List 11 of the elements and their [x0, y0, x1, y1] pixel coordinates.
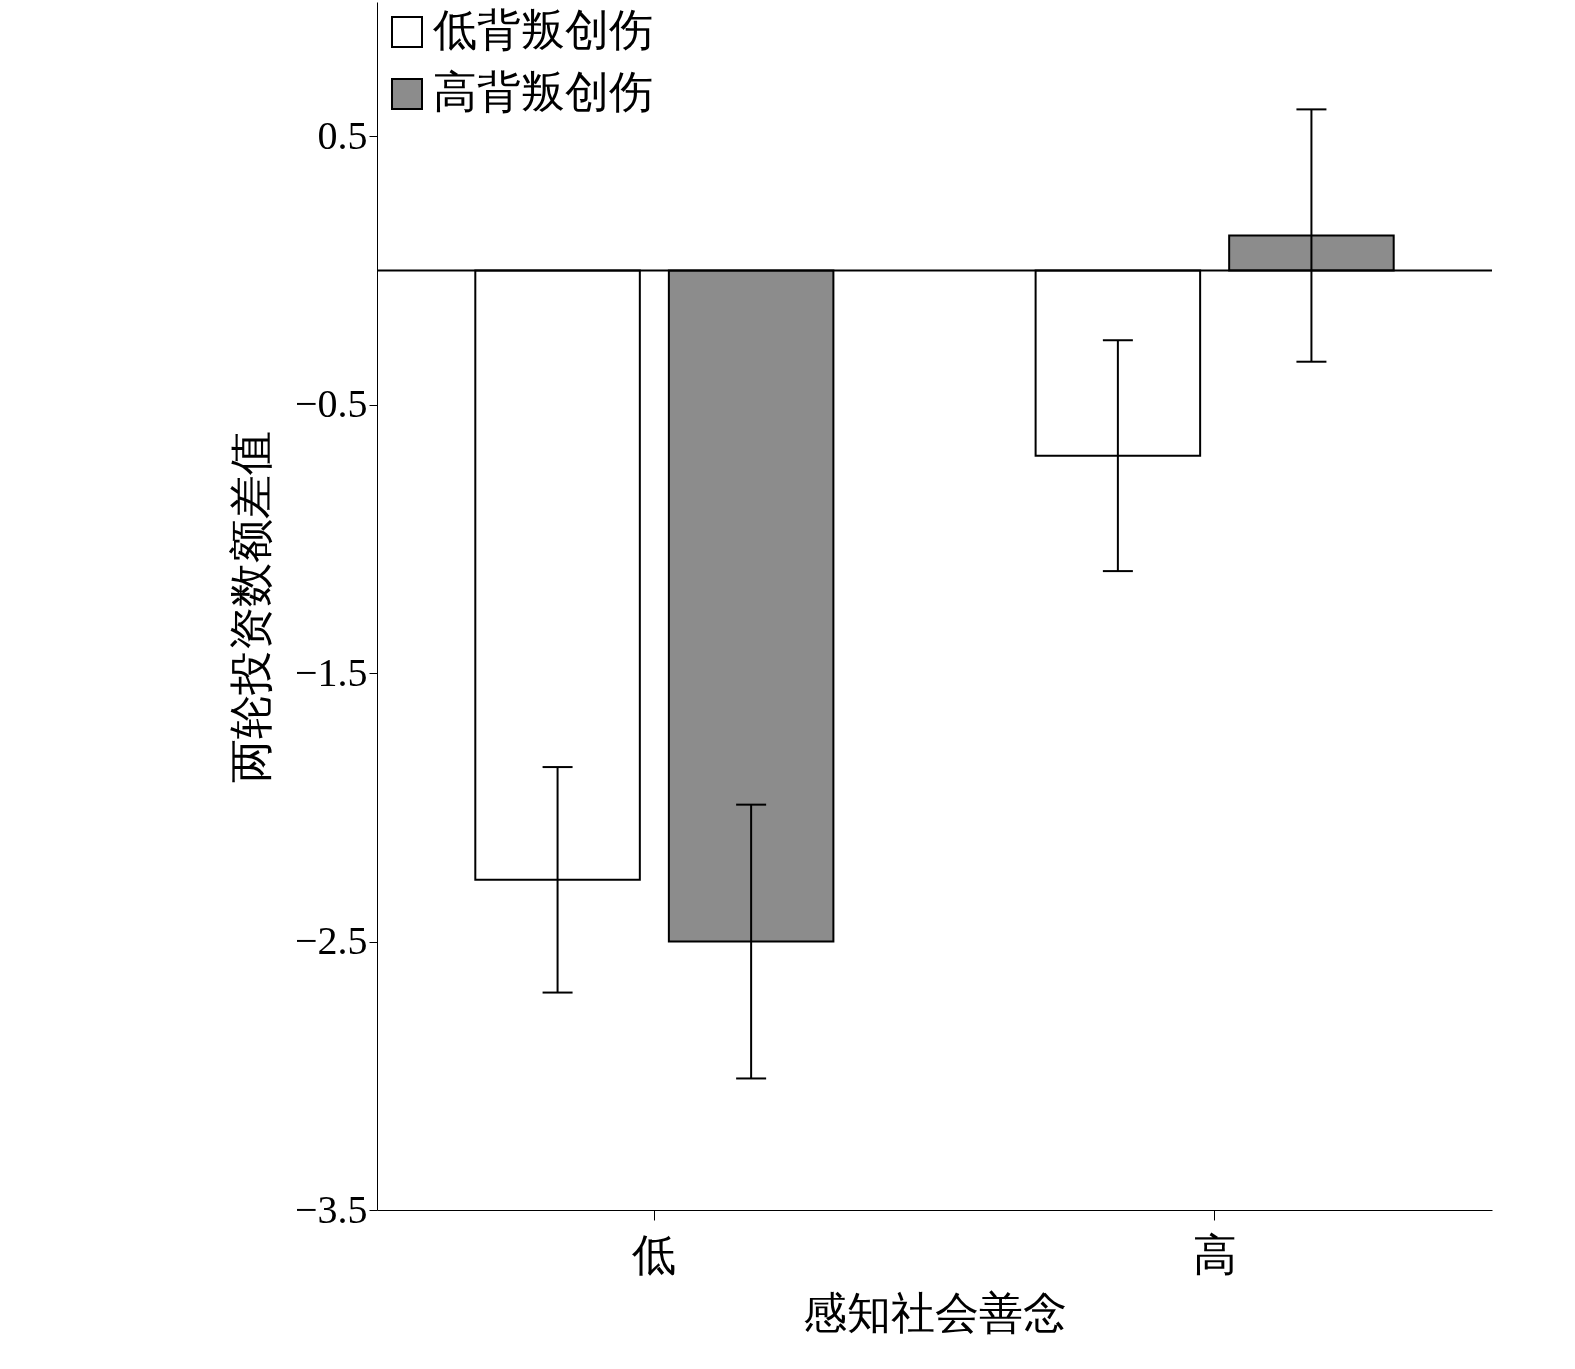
y-axis-title: 两轮投资数额差值: [226, 430, 276, 783]
y-tick-label: −3.5: [294, 1186, 368, 1232]
x-tick-label: 高: [1192, 1230, 1237, 1280]
y-tick-label: 0.5: [317, 112, 368, 158]
x-axis-title: 感知社会善念: [803, 1288, 1067, 1338]
x-tick-label: 低: [632, 1230, 677, 1280]
y-tick-label: −2.5: [294, 918, 368, 964]
y-tick-label: −0.5: [294, 381, 368, 427]
legend-label: 低背叛创伤: [433, 6, 653, 55]
legend-label: 高背叛创伤: [433, 68, 653, 117]
y-tick-label: −1.5: [294, 649, 368, 695]
